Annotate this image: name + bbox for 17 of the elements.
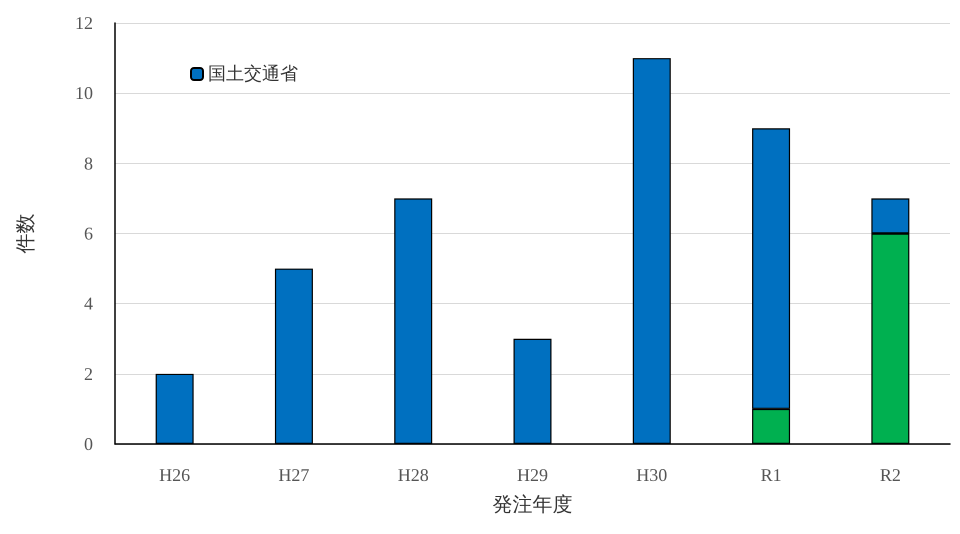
y-tick-label: 8 — [84, 153, 93, 174]
y-tick-label: 6 — [84, 224, 93, 244]
x-axis-title: 発注年度 — [492, 492, 572, 516]
x-tick-label: H29 — [517, 465, 548, 485]
x-tick-label: H28 — [398, 465, 429, 485]
y-tick-label: 10 — [75, 83, 93, 104]
x-tick-label: R2 — [880, 465, 901, 485]
x-tick-label: H27 — [278, 465, 310, 485]
legend-label: 国土交通省 — [208, 64, 298, 84]
y-tick-label: 12 — [75, 13, 93, 33]
y-axis-title: 件数 — [13, 214, 37, 254]
x-tick-label: H26 — [159, 465, 190, 485]
x-tick-label: R1 — [760, 465, 782, 485]
y-tick-label: 4 — [84, 294, 93, 314]
y-tick-label: 2 — [84, 364, 93, 384]
y-tick-label: 0 — [84, 434, 93, 454]
x-tick-label: H30 — [636, 465, 668, 485]
